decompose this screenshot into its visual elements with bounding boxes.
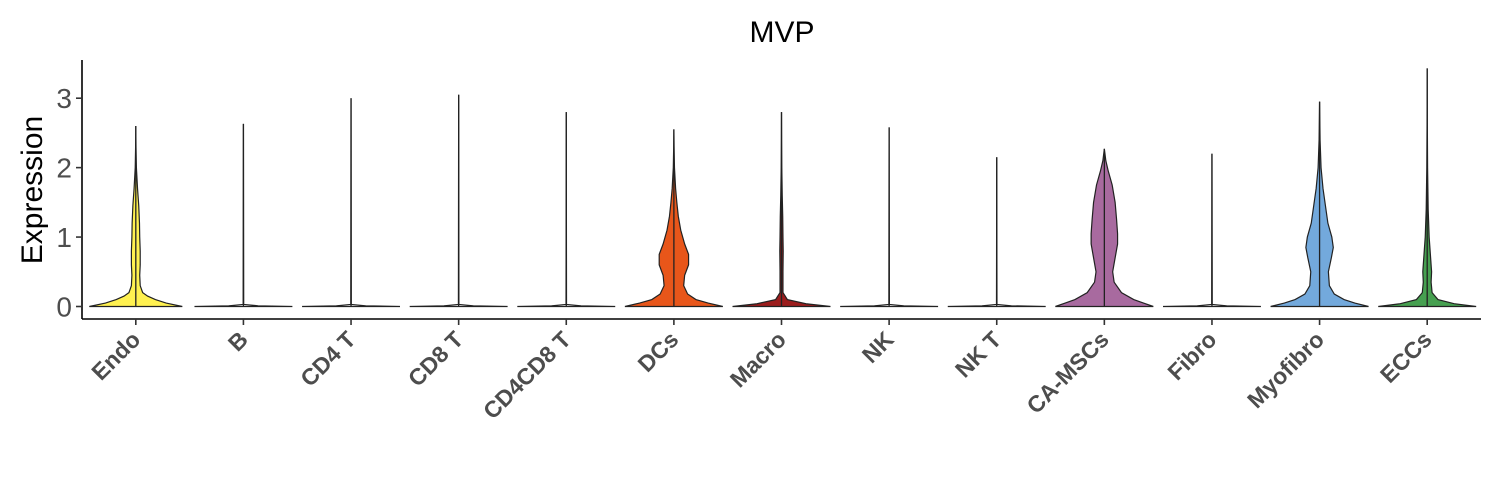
y-tick-label-2: 2 [56,153,72,184]
y-tick-label-1: 1 [56,222,72,253]
x-tick-label-ca-mscs: CA-MSCs [1021,326,1113,418]
y-ticks: 0 1 2 3 [56,83,82,323]
x-tick-label-eccs: ECCs [1375,326,1437,388]
violin-series-group [89,68,1477,308]
x-tick-label-myofibro: Myofibro [1242,326,1329,413]
x-tick-label-nk-t: NK T [950,326,1006,382]
x-tick-label-endo: Endo [86,326,145,385]
x-tick-label-cd4cd8-t: CD4CD8 T [478,326,576,424]
y-tick-label-3: 3 [56,83,72,114]
chart-title: MVP [749,16,814,49]
x-tick-label-nk: NK [857,326,899,368]
x-tick-label-fibro: Fibro [1162,326,1221,385]
x-tick-label-dcs: DCs [632,326,683,377]
x-ticks: Endo B CD4 T CD8 T CD4CD8 T DCs Macro NK NK T CA-… [86,319,1437,424]
y-axis-label: Expression [16,116,49,264]
x-tick-label-macro: Macro [725,326,791,392]
x-tick-label-b: B [223,326,253,356]
x-tick-label-cd8-t: CD8 T [403,326,468,391]
x-tick-label-cd4-t: CD4 T [295,326,360,391]
y-tick-label-0: 0 [56,292,72,323]
